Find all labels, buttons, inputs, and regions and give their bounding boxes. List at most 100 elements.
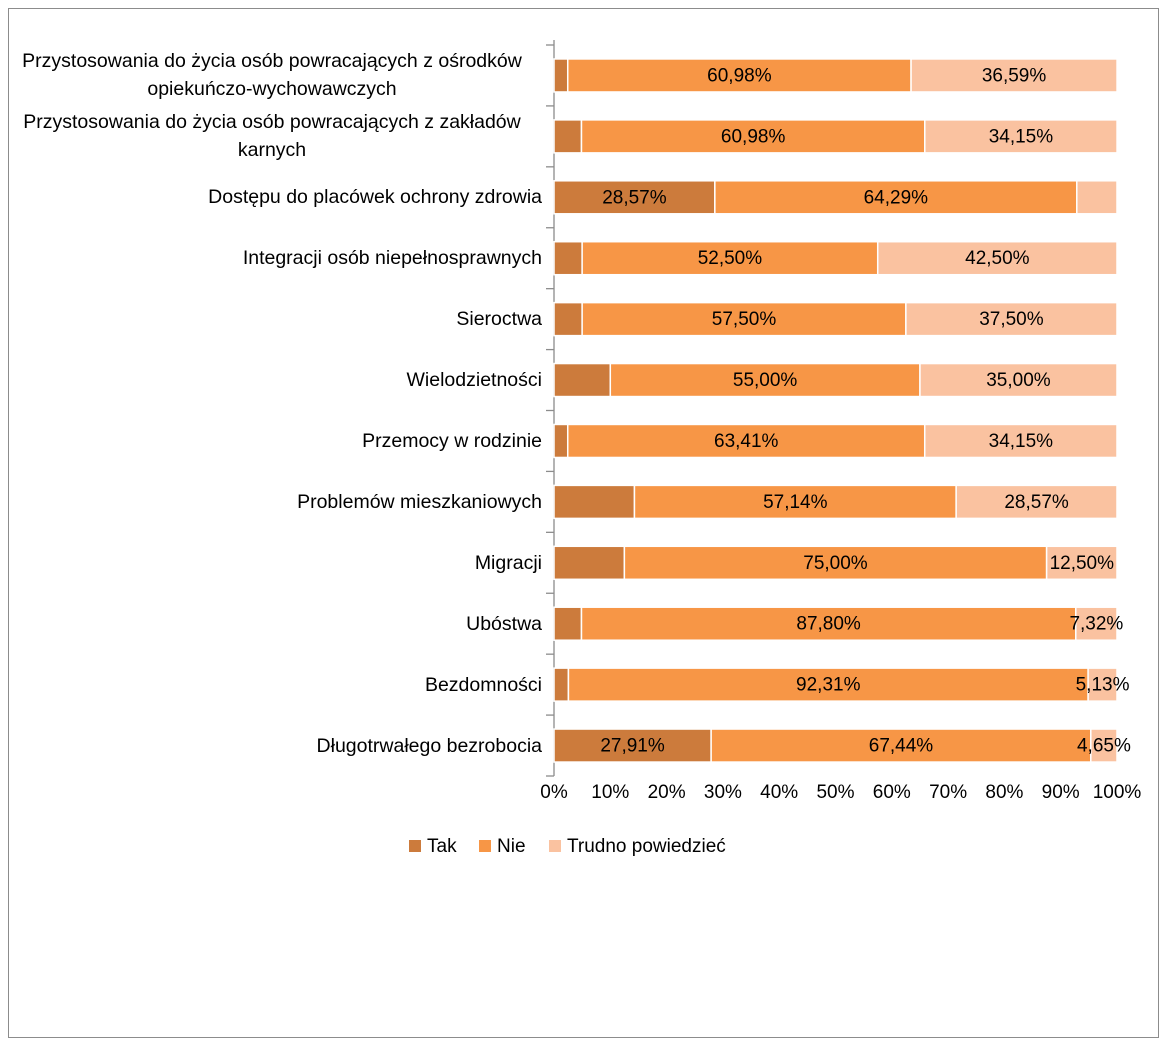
category-text: Ubóstwa <box>466 612 542 635</box>
legend-swatch <box>409 840 421 852</box>
x-tick-label: 40% <box>760 782 798 803</box>
data-label: 52,50% <box>698 248 763 269</box>
bar-segment <box>710 728 1092 763</box>
x-tick-label: 90% <box>1042 782 1080 803</box>
legend-swatch <box>479 840 491 852</box>
data-label: 57,50% <box>712 309 777 330</box>
bar-segment <box>566 423 926 459</box>
data-label: 35,00% <box>986 370 1051 391</box>
bar-segment <box>553 484 636 520</box>
category-text: Przemocy w rodzinie <box>362 429 542 452</box>
bar-segment <box>553 606 583 641</box>
category-label: Przystosowania do życia osób powracający… <box>2 106 542 166</box>
data-label: 34,15% <box>989 126 1054 147</box>
category-label: Migracji <box>2 533 542 593</box>
bar-segment <box>919 362 1118 398</box>
legend-label: Trudno powiedzieć <box>567 836 726 857</box>
x-tick-label: 100% <box>1093 782 1142 803</box>
chart-frame <box>8 8 1159 1038</box>
category-text: Migracji <box>474 551 542 574</box>
data-label: 42,50% <box>965 248 1030 269</box>
bar-segment <box>580 119 926 154</box>
category-text: Przystosowania do życia osób powracający… <box>23 111 521 162</box>
data-label: 28,57% <box>1004 492 1069 513</box>
data-label: 60,98% <box>721 126 786 147</box>
bar-segment <box>553 240 583 276</box>
data-label: 87,80% <box>796 614 861 635</box>
category-label: Problemów mieszkaniowych <box>2 472 542 532</box>
category-label: Wielodzietności <box>2 350 542 410</box>
category-text: Wielodzietności <box>406 369 542 392</box>
data-label: 4,65% <box>1077 736 1131 757</box>
category-label: Bezdomności <box>2 655 542 715</box>
category-text: Bezdomności <box>424 673 542 696</box>
bar-segment <box>553 667 570 702</box>
x-tick-label: 20% <box>648 782 686 803</box>
bar-segment <box>1087 667 1118 702</box>
category-text: Przystosowania do życia osób powracający… <box>22 50 522 101</box>
bar-segment <box>553 301 583 337</box>
x-tick-label: 60% <box>873 782 911 803</box>
data-label: 57,14% <box>763 492 828 513</box>
x-tick-label: 50% <box>816 782 854 803</box>
bar-segment <box>567 667 1089 702</box>
category-text: Problemów mieszkaniowych <box>297 490 542 513</box>
data-label: 12,50% <box>1050 553 1115 574</box>
x-tick-label: 10% <box>591 782 629 803</box>
category-label: Integracji osób niepełnosprawnych <box>2 228 542 288</box>
bar-segment <box>553 728 712 763</box>
category-label: Dostępu do placówek ochrony zdrowia <box>2 167 542 227</box>
bar-segment <box>553 58 569 93</box>
bar-segment <box>553 423 569 459</box>
bar-segment <box>553 362 612 398</box>
bar-segment <box>923 423 1118 459</box>
data-label: 75,00% <box>803 553 868 574</box>
bar-segment <box>553 119 583 154</box>
data-label: 64,29% <box>864 187 929 208</box>
x-tick-label: 0% <box>540 782 568 803</box>
bar-segment <box>553 180 716 215</box>
data-label: 37,50% <box>979 309 1044 330</box>
data-label: 7,32% <box>1069 614 1123 635</box>
data-label: 55,00% <box>733 370 798 391</box>
legend-swatch <box>549 840 561 852</box>
bar-segment <box>924 119 1118 154</box>
category-text: Integracji osób niepełnosprawnych <box>242 247 542 270</box>
bar-segment <box>553 545 626 581</box>
bar-segment <box>1075 606 1118 641</box>
bar-segment <box>581 240 879 276</box>
bar-segment <box>566 58 912 93</box>
legend-label: Nie <box>497 836 526 857</box>
bar-segment <box>1090 728 1118 763</box>
data-label: 92,31% <box>796 675 861 696</box>
bar-segment <box>581 301 907 337</box>
data-label: 28,57% <box>602 187 667 208</box>
bar-segment <box>1045 545 1118 581</box>
data-label: 5,13% <box>1076 675 1130 696</box>
category-text: Sieroctwa <box>456 308 542 331</box>
legend-label: Tak <box>427 836 457 857</box>
category-label: Ubóstwa <box>2 594 542 654</box>
category-text: Dostępu do placówek ochrony zdrowia <box>208 186 542 209</box>
bar-segment <box>876 240 1118 276</box>
bar-segment <box>905 301 1118 337</box>
category-label: Przystosowania do życia osób powracający… <box>2 45 542 105</box>
data-label: 27,91% <box>600 736 665 757</box>
bar-segment <box>609 362 921 398</box>
data-label: 34,15% <box>989 431 1054 452</box>
category-label: Sieroctwa <box>2 289 542 349</box>
bar-segment <box>955 484 1118 520</box>
x-tick-label: 30% <box>704 782 742 803</box>
data-label: 36,59% <box>982 65 1047 86</box>
bar-segment <box>623 545 1048 581</box>
data-label: 63,41% <box>714 431 779 452</box>
bar-segment <box>1076 180 1118 215</box>
data-label: 60,98% <box>707 65 772 86</box>
x-tick-label: 80% <box>985 782 1023 803</box>
category-label: Przemocy w rodzinie <box>2 411 542 471</box>
category-label: Długotrwałego bezrobocia <box>2 716 542 776</box>
data-label: 67,44% <box>869 736 934 757</box>
bar-segment <box>910 58 1118 93</box>
